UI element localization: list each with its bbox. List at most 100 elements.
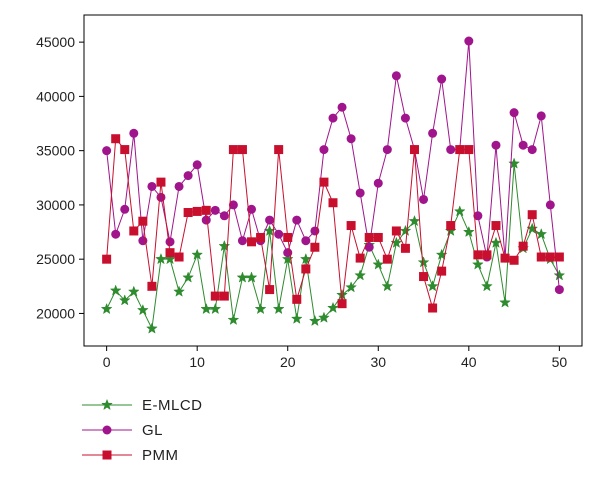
data-point-e-mlcd <box>381 280 394 292</box>
data-point-gl <box>328 113 338 123</box>
data-point-gl <box>554 285 564 295</box>
data-point-pmm <box>102 254 112 264</box>
data-point-e-mlcd <box>354 269 367 281</box>
data-point-pmm <box>120 145 130 155</box>
legend-label: E-MLCD <box>142 397 203 414</box>
series-pmm <box>102 134 564 313</box>
data-point-pmm <box>274 145 284 155</box>
plot-frame <box>83 14 583 347</box>
data-point-pmm <box>219 291 229 301</box>
y-tick-label: 40000 <box>36 88 75 104</box>
data-point-e-mlcd <box>290 312 303 324</box>
data-point-pmm <box>201 205 211 215</box>
data-point-gl <box>247 204 257 214</box>
data-point-e-mlcd <box>173 285 185 297</box>
data-point-gl <box>111 229 121 239</box>
x-tick-label: 40 <box>461 354 477 370</box>
x-axis: 0 10 20 30 40 50 <box>103 346 568 370</box>
data-point-gl <box>364 242 374 252</box>
data-point-gl <box>382 145 392 155</box>
data-point-gl <box>400 113 410 123</box>
data-point-pmm <box>428 303 438 313</box>
data-point-gl <box>464 36 474 46</box>
data-point-pmm <box>174 252 184 262</box>
data-point-pmm <box>400 243 410 253</box>
data-point-e-mlcd <box>182 271 195 283</box>
x-tick-label: 50 <box>552 354 568 370</box>
data-point-gl <box>527 145 537 155</box>
data-point-gl <box>165 237 175 247</box>
data-point-pmm <box>292 294 302 304</box>
data-point-gl <box>156 192 166 202</box>
data-point-pmm <box>129 226 139 236</box>
data-point-gl <box>337 102 347 112</box>
data-point-gl <box>491 140 501 150</box>
data-point-gl <box>346 134 356 144</box>
data-point-e-mlcd <box>200 302 213 315</box>
data-point-gl <box>274 229 284 239</box>
data-point-e-mlcd <box>327 301 339 314</box>
data-point-e-mlcd <box>245 271 258 283</box>
data-point-e-mlcd <box>499 296 511 308</box>
data-point-pmm <box>382 254 392 264</box>
data-point-pmm <box>192 206 202 216</box>
data-point-gl <box>355 188 365 198</box>
data-point-e-mlcd <box>254 302 267 315</box>
legend: E-MLCD GL PMM <box>82 397 203 464</box>
data-point-gl <box>301 236 311 246</box>
data-point-e-mlcd <box>426 280 439 292</box>
data-point-e-mlcd <box>272 302 285 315</box>
data-point-pmm <box>265 285 275 295</box>
data-point-e-mlcd <box>299 252 312 265</box>
legend-item-gl: GL <box>82 422 163 439</box>
data-point-e-mlcd <box>390 236 403 248</box>
data-point-e-mlcd <box>471 258 484 270</box>
data-point-pmm <box>147 281 157 291</box>
data-point-pmm <box>482 250 492 260</box>
data-point-e-mlcd <box>281 252 294 265</box>
data-point-e-mlcd <box>553 269 566 281</box>
data-point-e-mlcd <box>462 225 475 238</box>
y-tick-label: 25000 <box>36 251 75 267</box>
data-point-gl <box>536 111 546 121</box>
data-point-pmm <box>328 198 338 208</box>
data-point-e-mlcd <box>308 314 321 327</box>
data-point-pmm <box>491 221 501 231</box>
data-point-pmm <box>346 221 356 231</box>
data-point-pmm <box>228 145 238 155</box>
data-point-e-mlcd <box>100 302 113 315</box>
data-point-gl <box>292 215 302 225</box>
legend-label: GL <box>142 422 163 439</box>
data-point-gl <box>265 215 275 225</box>
data-point-gl <box>174 181 184 191</box>
data-point-gl <box>219 211 229 221</box>
data-point-pmm <box>156 177 166 187</box>
data-point-e-mlcd <box>145 322 158 334</box>
x-tick-label: 10 <box>189 354 205 370</box>
data-point-pmm <box>337 299 347 309</box>
data-point-pmm <box>455 145 465 155</box>
legend-marker-e-mlcd <box>101 398 113 411</box>
data-point-pmm <box>391 226 401 236</box>
x-tick-label: 20 <box>280 354 296 370</box>
data-point-pmm <box>464 145 474 155</box>
data-point-pmm <box>446 221 456 231</box>
data-point-gl <box>102 146 112 156</box>
data-point-pmm <box>237 145 247 155</box>
data-point-e-mlcd <box>399 224 412 236</box>
series-layer <box>100 36 566 334</box>
data-point-gl <box>391 71 401 81</box>
y-tick-label: 45000 <box>36 34 75 50</box>
x-tick-label: 30 <box>370 354 386 370</box>
y-axis: 20000 25000 30000 35000 40000 45000 <box>36 34 84 321</box>
data-point-e-mlcd <box>345 281 358 293</box>
data-point-pmm <box>111 134 121 144</box>
data-point-gl <box>120 204 130 214</box>
data-point-pmm <box>373 232 383 242</box>
data-point-e-mlcd <box>118 294 131 306</box>
data-point-gl <box>129 128 139 138</box>
data-point-pmm <box>355 253 365 263</box>
data-point-pmm <box>301 264 311 274</box>
data-point-pmm <box>500 253 510 263</box>
